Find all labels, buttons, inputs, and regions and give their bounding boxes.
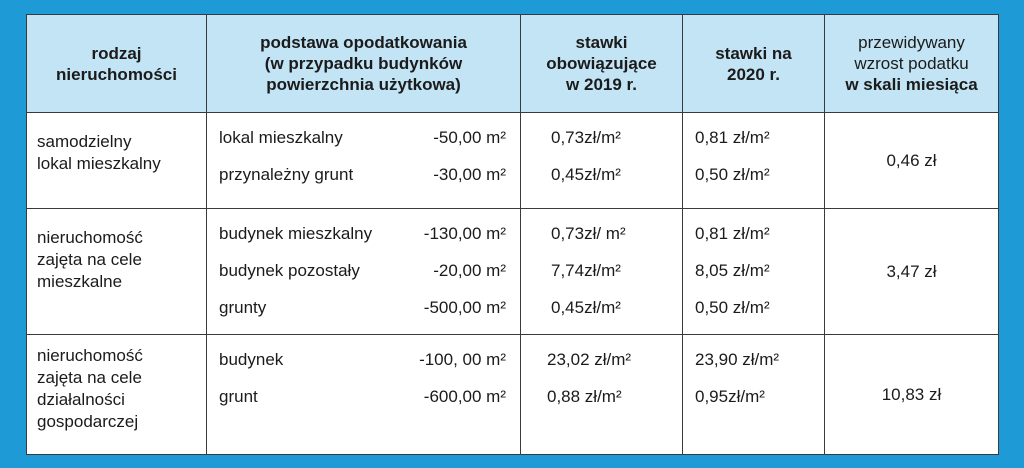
rate-2019: 23,02 zł/m² [547,350,632,369]
monthly-increase-cell: 0,46 zł [824,112,999,209]
tax-rates-table-frame: rodzaj nieruchomości podstawa opodatkowa… [26,14,999,455]
header-rates-2020: stawki na 2020 r. [682,14,825,113]
rate-2020: 0,50 zł/m² [695,298,770,317]
tax-base-cell: budynek -100, 00 m² grunt -600,00 m² [206,334,521,455]
header-monthly-increase: przewidywany wzrost podatku w skali mies… [824,14,999,113]
rate-2019: 0,45zł/m² [551,298,621,317]
item-name: lokal mieszkalny [219,128,343,147]
item-name: budynek pozostały [219,261,360,280]
tax-base-cell: budynek mieszkalny -130,00 m² budynek po… [206,208,521,335]
tax-base-item: przynależny grunt -30,00 m² [219,164,506,186]
monthly-increase-cell: 3,47 zł [824,208,999,335]
item-area: -600,00 m² [423,387,506,406]
tax-base-cell: lokal mieszkalny -50,00 m² przynależny g… [206,112,521,209]
item-name: przynależny grunt [219,165,354,184]
property-type-cell: nieruchomość zajęta na cele działalności… [26,334,207,455]
rate-2019: 0,88 zł/m² [547,387,622,406]
rates-2019-cell: 23,02 zł/m² 0,88 zł/m² [520,334,683,455]
rate-2020: 0,95zł/m² [695,387,765,406]
item-name: grunty [219,298,267,317]
item-area: -20,00 m² [433,261,506,280]
item-area: -50,00 m² [433,128,506,147]
rates-2020-cell: 0,81 zł/m² 8,05 zł/m² 0,50 zł/m² [682,208,825,335]
item-name: budynek mieszkalny [219,224,373,243]
item-area: -100, 00 m² [419,350,506,369]
rate-2020: 8,05 zł/m² [695,261,770,280]
table-row: nieruchomość zajęta na cele mieszkalne b… [26,208,999,335]
tax-base-item: budynek pozostały -20,00 m² [219,260,506,282]
rates-2019-cell: 0,73zł/ m² 7,74zł/m² 0,45zł/m² [520,208,683,335]
item-area: -500,00 m² [423,298,506,317]
rate-2019: 0,73zł/m² [551,128,621,147]
monthly-increase-cell: 10,83 zł [824,334,999,455]
tax-base-item: grunt -600,00 m² [219,386,506,408]
rate-2020: 23,90 zł/m² [695,350,780,369]
tax-base-item: grunty -500,00 m² [219,297,506,319]
tax-base-item: lokal mieszkalny -50,00 m² [219,127,506,149]
item-name: budynek [219,350,284,369]
tax-rates-table: rodzaj nieruchomości podstawa opodatkowa… [26,14,999,455]
item-area: -30,00 m² [433,165,506,184]
item-name: grunt [219,387,258,406]
property-type-cell: nieruchomość zajęta na cele mieszkalne [26,208,207,335]
header-row: rodzaj nieruchomości podstawa opodatkowa… [26,14,999,113]
tax-base-item: budynek mieszkalny -130,00 m² [219,223,506,245]
header-tax-base: podstawa opodatkowania (w przypadku budy… [206,14,521,113]
rate-2019: 0,73zł/ m² [551,224,626,243]
rate-2019: 0,45zł/m² [551,165,621,184]
header-rates-2019: stawki obowiązujące w 2019 r. [520,14,683,113]
table-row: nieruchomość zajęta na cele działalności… [26,334,999,455]
tax-base-item: budynek -100, 00 m² [219,349,506,371]
rates-2020-cell: 23,90 zł/m² 0,95zł/m² [682,334,825,455]
header-property-type: rodzaj nieruchomości [26,14,207,113]
rate-2020: 0,81 zł/m² [695,128,770,147]
rates-2019-cell: 0,73zł/m² 0,45zł/m² [520,112,683,209]
rates-2020-cell: 0,81 zł/m² 0,50 zł/m² [682,112,825,209]
rate-2019: 7,74zł/m² [551,261,621,280]
rate-2020: 0,81 zł/m² [695,224,770,243]
rate-2020: 0,50 zł/m² [695,165,770,184]
table-row: samodzielny lokal mieszkalny lokal miesz… [26,112,999,209]
property-type-cell: samodzielny lokal mieszkalny [26,112,207,209]
item-area: -130,00 m² [423,224,506,243]
